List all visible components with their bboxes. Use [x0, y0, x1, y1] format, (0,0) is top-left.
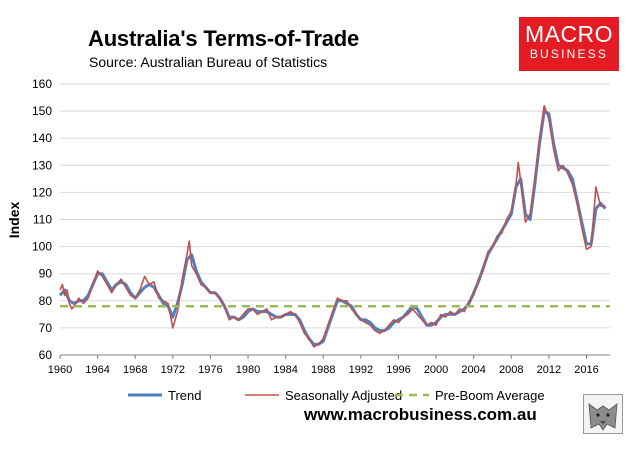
- y-tick-label: 130: [32, 158, 52, 172]
- y-tick-label: 100: [32, 240, 52, 254]
- x-tick-label: 1960: [48, 364, 72, 376]
- legend-label: Seasonally Adjusted: [285, 388, 402, 403]
- series-line-seasonally-adjusted: [59, 104, 606, 348]
- gridlines: [59, 83, 610, 359]
- series-lines: [58, 104, 610, 348]
- legend-label: Pre-Boom Average: [435, 388, 545, 403]
- y-tick-label: 140: [32, 131, 52, 145]
- legend-label: Trend: [168, 388, 201, 403]
- legend: Trend Seasonally Adjusted Pre-Boom Average: [128, 388, 545, 403]
- x-tick-label: 2004: [461, 364, 485, 376]
- subtitle: Source: Australian Bureau of Statistics: [89, 54, 328, 70]
- y-axis-label: Index: [6, 202, 22, 239]
- y-tick-label: 110: [33, 213, 52, 227]
- y-tick-label: 150: [32, 104, 52, 118]
- x-tick-label: 1964: [85, 364, 109, 376]
- x-tick-labels: 1960 1964 1968 1972 1976 1980 1984 1988 1992 1996…: [48, 364, 599, 376]
- x-tick-label: 2008: [499, 364, 523, 376]
- wolf-mascot-icon: [583, 394, 623, 434]
- x-tick-label: 1984: [273, 364, 297, 376]
- x-tick-label: 1996: [386, 364, 410, 376]
- x-tick-label: 2000: [424, 364, 448, 376]
- title: Australia's Terms-of-Trade: [88, 26, 360, 51]
- x-tick-label: 1976: [198, 364, 222, 376]
- macrobusiness-logo: MACRO BUSINESS: [519, 17, 619, 71]
- logo-line2: BUSINESS: [529, 47, 609, 61]
- x-tick-label: 1988: [311, 364, 335, 376]
- y-tick-labels: 60 70 80 90 100 110 120 130 140 150 160: [32, 77, 52, 362]
- x-tick-label: 2016: [574, 364, 598, 376]
- y-tick-label: 160: [32, 77, 52, 91]
- y-tick-label: 60: [39, 348, 53, 362]
- x-tick-label: 1980: [236, 364, 260, 376]
- y-tick-label: 70: [39, 321, 53, 335]
- y-tick-label: 120: [32, 185, 52, 199]
- x-tick-label: 2012: [537, 364, 561, 376]
- x-tick-label: 1992: [349, 364, 373, 376]
- footer-url[interactable]: www.macrobusiness.com.au: [304, 405, 537, 424]
- logo-line1: MACRO: [524, 21, 614, 47]
- y-tick-label: 80: [39, 294, 53, 308]
- x-tick-label: 1968: [123, 364, 147, 376]
- y-tick-label: 90: [39, 267, 53, 281]
- x-tick-label: 1972: [161, 364, 185, 376]
